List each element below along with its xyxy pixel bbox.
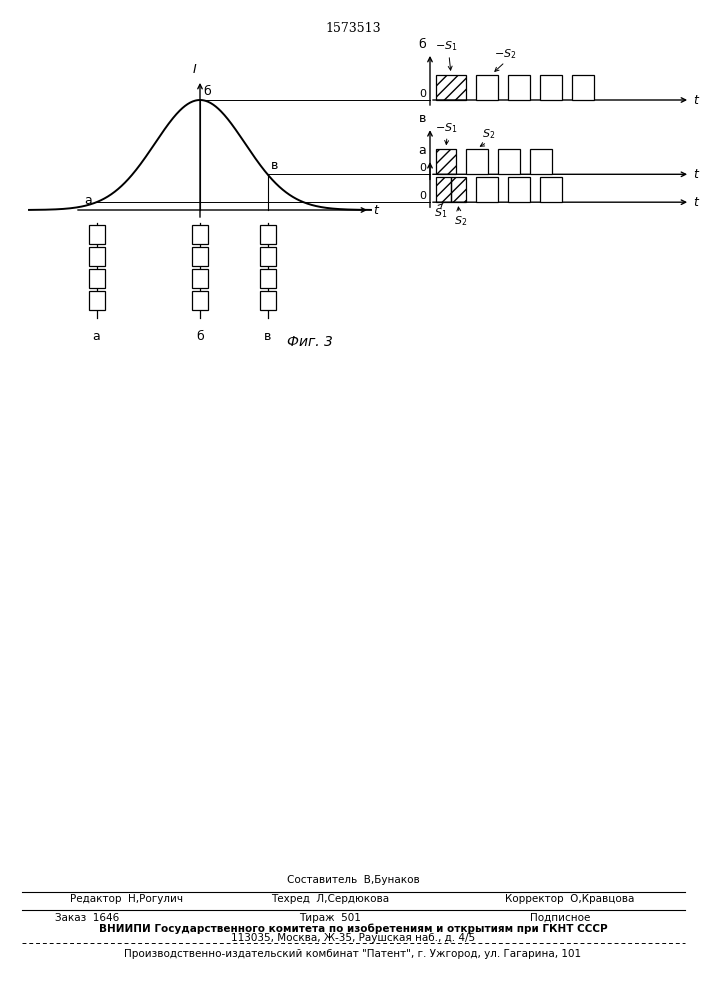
Text: а: а: [93, 330, 100, 343]
Bar: [540, 177, 562, 202]
Bar: [451, 177, 466, 202]
Text: t: t: [693, 168, 698, 181]
Text: б: б: [203, 85, 211, 98]
Text: $-S_2$: $-S_2$: [493, 47, 516, 61]
Text: $-S_1$: $-S_1$: [435, 121, 457, 135]
Bar: [88, 269, 105, 288]
Bar: [508, 177, 530, 202]
Text: в: в: [419, 112, 426, 125]
Bar: [192, 269, 208, 288]
Bar: [259, 269, 276, 288]
Text: Техред  Л,Сердюкова: Техред Л,Сердюкова: [271, 894, 389, 904]
Bar: [498, 149, 520, 174]
Text: t: t: [693, 94, 698, 106]
Bar: [476, 177, 498, 202]
Text: $S_2$: $S_2$: [482, 127, 496, 141]
Bar: [476, 75, 498, 100]
Bar: [88, 247, 105, 266]
Text: Составитель  В,Бунаков: Составитель В,Бунаков: [286, 875, 419, 885]
Bar: [88, 225, 105, 244]
Text: I: I: [192, 63, 196, 76]
Text: 0: 0: [419, 191, 426, 201]
Bar: [540, 75, 562, 100]
Text: 1573513: 1573513: [325, 21, 381, 34]
Text: Производственно-издательский комбинат "Патент", г. Ужгород, ул. Гагарина, 101: Производственно-издательский комбинат "П…: [124, 949, 582, 959]
Text: 0: 0: [419, 89, 426, 99]
Text: t: t: [693, 196, 698, 209]
Text: 113035, Москва, Ж-35, Раушская наб., д. 4/5: 113035, Москва, Ж-35, Раушская наб., д. …: [231, 933, 475, 943]
Bar: [436, 75, 466, 100]
Bar: [530, 149, 552, 174]
Text: ВНИИПИ Государственного комитета по изобретениям и открытиям при ГКНТ СССР: ВНИИПИ Государственного комитета по изоб…: [99, 924, 607, 934]
Bar: [436, 149, 456, 174]
Text: б: б: [196, 330, 204, 343]
Text: Корректор  О,Кравцова: Корректор О,Кравцова: [506, 894, 635, 904]
Text: Тираж  501: Тираж 501: [299, 913, 361, 923]
Bar: [192, 225, 208, 244]
Bar: [192, 247, 208, 266]
Bar: [259, 247, 276, 266]
Text: Подписное: Подписное: [530, 913, 590, 923]
Text: $S_1$: $S_1$: [434, 206, 448, 220]
Text: t: t: [373, 204, 378, 217]
Text: б: б: [419, 38, 426, 51]
Text: $S_2$: $S_2$: [455, 214, 467, 228]
Text: в: в: [271, 159, 278, 172]
Text: в: в: [264, 330, 271, 343]
Bar: [259, 291, 276, 310]
Text: Редактор  Н,Рогулич: Редактор Н,Рогулич: [70, 894, 183, 904]
Text: а: а: [83, 194, 91, 207]
Text: а: а: [419, 144, 426, 157]
Text: 0: 0: [419, 163, 426, 173]
Text: Фиг. 3: Фиг. 3: [287, 335, 333, 349]
Bar: [192, 291, 208, 310]
Bar: [508, 75, 530, 100]
Bar: [572, 75, 594, 100]
Text: Заказ  1646: Заказ 1646: [55, 913, 119, 923]
Text: $-S_1$: $-S_1$: [435, 39, 457, 53]
Bar: [466, 149, 488, 174]
Bar: [436, 177, 451, 202]
Bar: [88, 291, 105, 310]
Bar: [259, 225, 276, 244]
